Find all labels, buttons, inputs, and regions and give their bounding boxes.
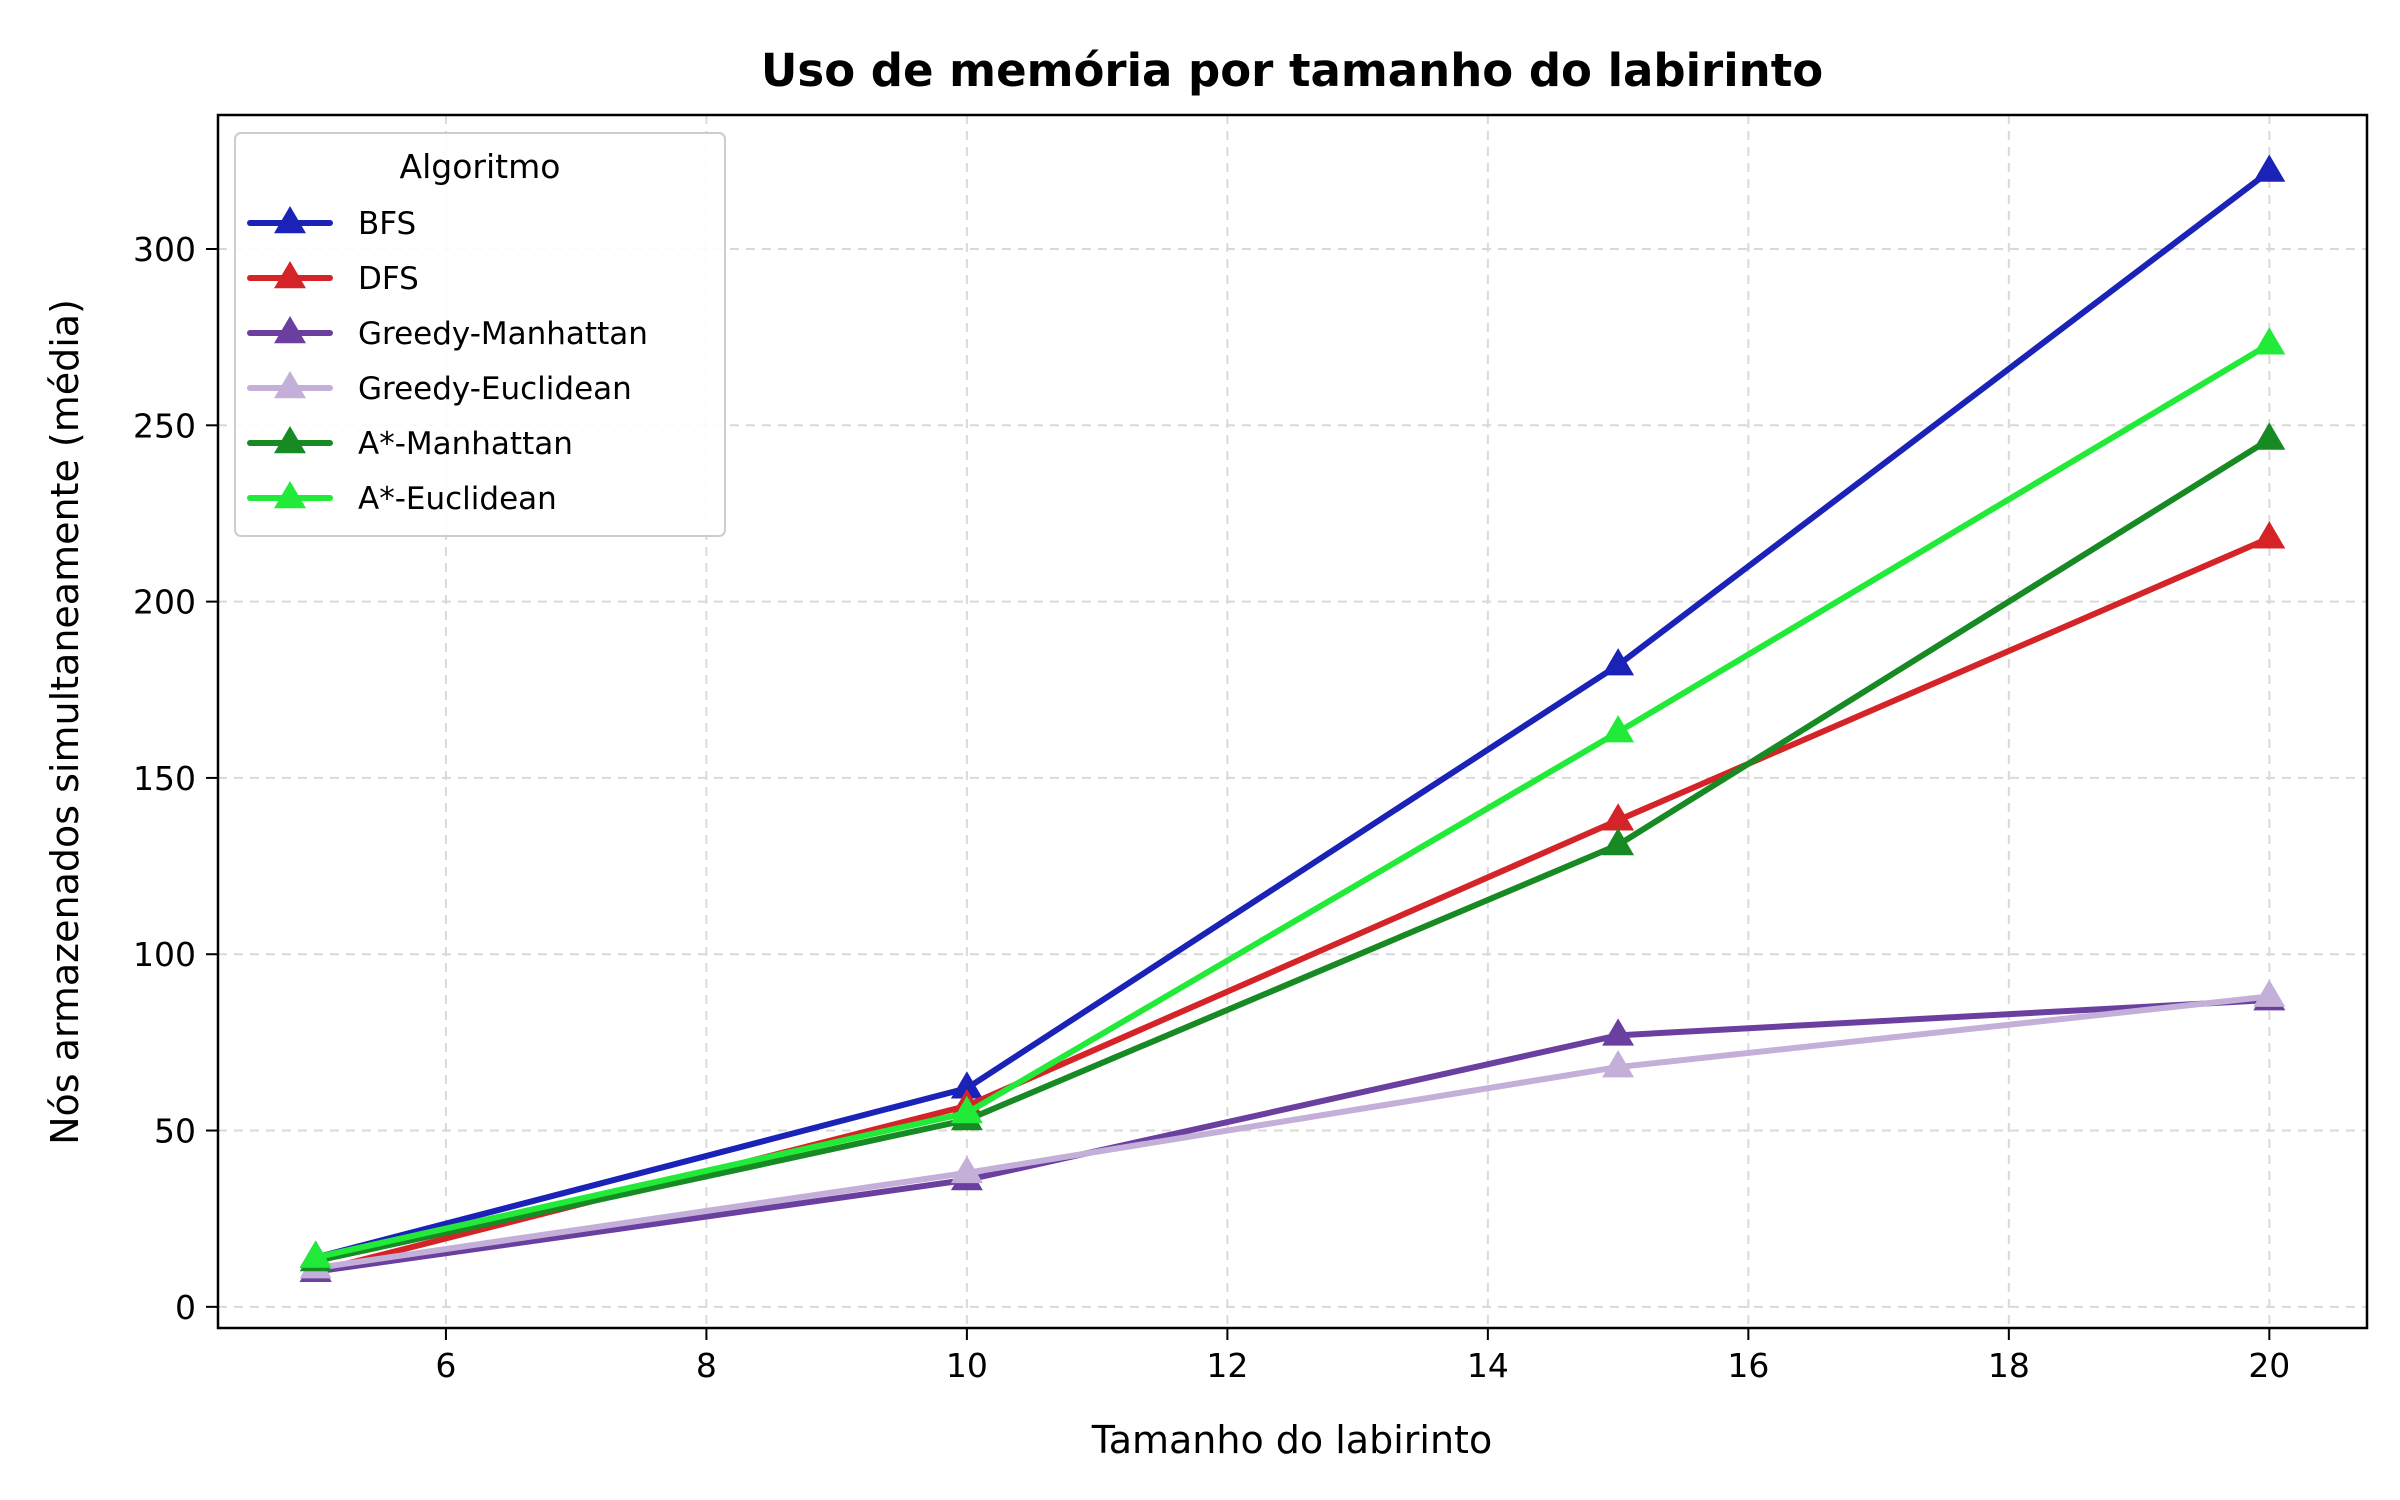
x-tick-label: 20 <box>2248 1346 2290 1385</box>
legend-item: Greedy-Manhattan <box>247 316 648 352</box>
data-point-marker <box>2253 327 2286 355</box>
legend-item: Greedy-Euclidean <box>247 371 632 407</box>
legend-label: A*-Manhattan <box>358 426 573 462</box>
legend-marker-sample <box>274 316 306 344</box>
data-point-marker <box>299 1240 332 1268</box>
legend-item: A*-Euclidean <box>247 481 557 517</box>
legend-box <box>234 132 726 537</box>
y-axis-label: Nós armazenados simultaneamente (média) <box>43 299 87 1145</box>
x-axis-label: Tamanho do labirinto <box>1091 1418 1492 1462</box>
plot-border <box>216 113 2369 1330</box>
legend-marker-sample <box>274 481 306 509</box>
data-point-marker <box>950 1095 983 1124</box>
x-tick-label: 16 <box>1727 1346 1769 1385</box>
y-tick-label: 100 <box>133 935 196 974</box>
y-tick-label: 0 <box>175 1288 196 1327</box>
data-point-marker <box>1602 827 1635 856</box>
x-tick-label: 14 <box>1467 1346 1509 1385</box>
legend-label: DFS <box>358 261 419 297</box>
legend: Algoritmo BFS DFS Greedy-Manhattan Greedy-E… <box>234 132 726 537</box>
x-tick-label: 18 <box>1988 1346 2030 1385</box>
chart-title: Uso de memória por tamanho do labirinto <box>761 44 1823 97</box>
data-point-marker <box>1602 648 1635 676</box>
series-a-euclidean <box>299 327 2286 1268</box>
legend-item: BFS <box>247 206 416 242</box>
data-point-marker <box>1602 1018 1635 1046</box>
legend-items: BFS DFS Greedy-Manhattan Greedy-Euclidean A*… <box>247 206 648 517</box>
y-tick-label: 250 <box>133 406 196 445</box>
y-tick-label: 150 <box>133 759 196 798</box>
x-tick-label: 6 <box>435 1346 456 1385</box>
legend-item: A*-Manhattan <box>247 426 573 462</box>
data-point-marker <box>2253 979 2286 1007</box>
series-line <box>312 997 2273 1275</box>
plot-frame <box>216 113 2369 1330</box>
data-point-marker <box>1602 1050 1635 1078</box>
y-tick-label: 300 <box>133 230 196 269</box>
x-tick-label: 10 <box>946 1346 988 1385</box>
series-line <box>312 993 2273 1272</box>
data-point-marker <box>2253 154 2286 182</box>
legend-title: Algoritmo <box>400 147 561 186</box>
x-tick-label: 12 <box>1206 1346 1248 1385</box>
x-tick-label: 8 <box>696 1346 717 1385</box>
y-tick-label: 200 <box>133 583 196 622</box>
data-series <box>299 154 2286 1282</box>
series-line <box>312 341 2273 1261</box>
legend-label: Greedy-Manhattan <box>358 316 648 352</box>
legend-marker-sample <box>274 261 306 289</box>
legend-marker-sample <box>274 371 306 399</box>
data-point-marker <box>950 1155 983 1184</box>
data-point-marker <box>2253 422 2286 450</box>
series-line <box>312 436 2273 1265</box>
data-point-marker <box>1602 715 1635 743</box>
legend-label: A*-Euclidean <box>358 481 557 517</box>
legend-item: DFS <box>247 261 419 297</box>
legend-label: Greedy-Euclidean <box>358 371 632 407</box>
data-point-marker <box>2253 521 2286 549</box>
legend-marker-sample <box>274 206 306 234</box>
y-tick-label: 50 <box>154 1112 196 1151</box>
legend-label: BFS <box>358 206 416 242</box>
series-line <box>312 168 2273 1261</box>
legend-marker-sample <box>274 426 306 454</box>
